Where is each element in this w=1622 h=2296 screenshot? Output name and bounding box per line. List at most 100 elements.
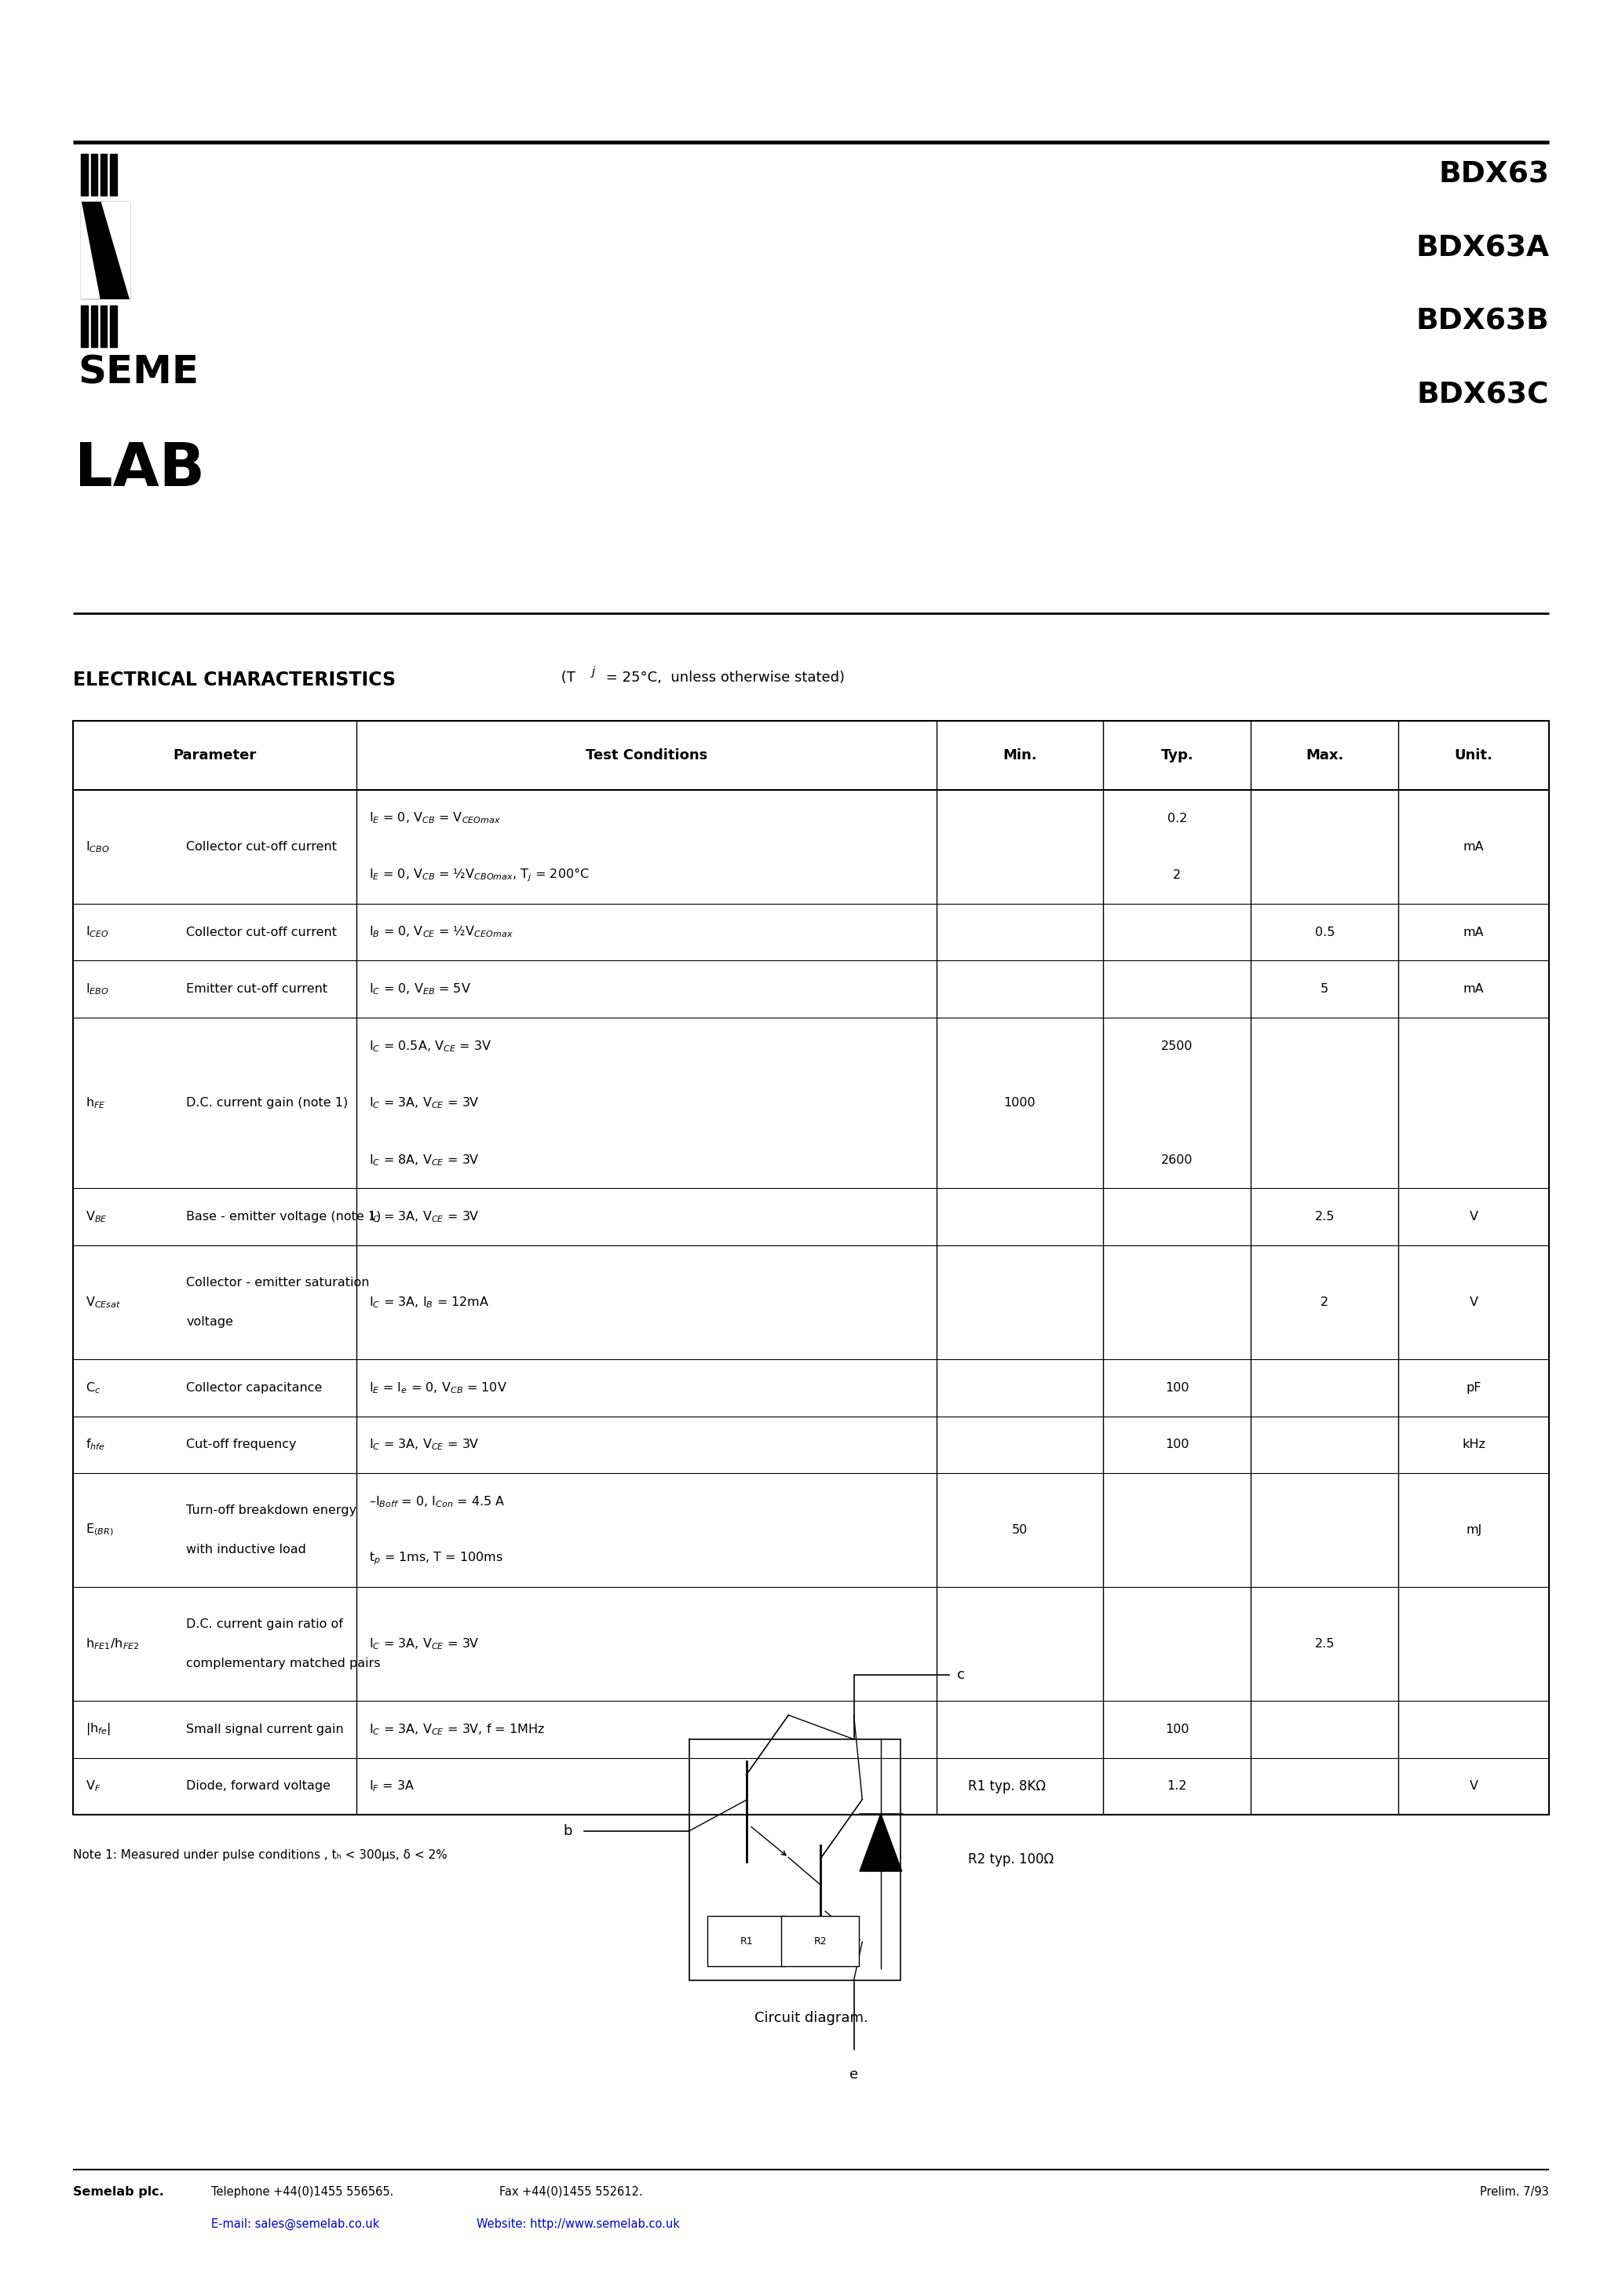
Text: complementary matched pairs: complementary matched pairs xyxy=(187,1658,381,1669)
Text: h$_{FE1}$/h$_{FE2}$: h$_{FE1}$/h$_{FE2}$ xyxy=(86,1637,139,1651)
Text: kHz: kHz xyxy=(1461,1440,1486,1451)
Text: Collector capacitance: Collector capacitance xyxy=(187,1382,323,1394)
Text: R1: R1 xyxy=(740,1936,753,1947)
Text: Typ.: Typ. xyxy=(1161,748,1194,762)
Text: I$_{EBO}$: I$_{EBO}$ xyxy=(86,983,109,996)
Text: Telephone +44(0)1455 556565.: Telephone +44(0)1455 556565. xyxy=(211,2186,393,2197)
Text: D.C. current gain ratio of: D.C. current gain ratio of xyxy=(187,1619,344,1630)
Text: 0.2: 0.2 xyxy=(1168,813,1187,824)
Polygon shape xyxy=(860,1814,902,1871)
Text: R1 typ. 8KΩ: R1 typ. 8KΩ xyxy=(968,1779,1046,1793)
Text: j: j xyxy=(592,666,595,677)
Text: E$_{(BR)}$: E$_{(BR)}$ xyxy=(86,1522,114,1538)
Text: Prelim. 7/93: Prelim. 7/93 xyxy=(1481,2186,1549,2197)
Text: Base - emitter voltage (note 1): Base - emitter voltage (note 1) xyxy=(187,1210,381,1224)
Text: 1000: 1000 xyxy=(1004,1097,1036,1109)
Text: I$_F$ = 3A: I$_F$ = 3A xyxy=(370,1779,415,1793)
Text: SEME: SEME xyxy=(78,354,200,390)
Text: BDX63C: BDX63C xyxy=(1416,381,1549,409)
Text: 100: 100 xyxy=(1165,1724,1189,1736)
Text: Collector cut-off current: Collector cut-off current xyxy=(187,925,337,939)
Text: R2: R2 xyxy=(814,1936,827,1947)
Text: h$_{FE}$: h$_{FE}$ xyxy=(86,1095,105,1111)
Bar xyxy=(81,202,130,298)
Bar xyxy=(101,305,107,347)
Text: I$_{CEO}$: I$_{CEO}$ xyxy=(86,925,110,939)
Bar xyxy=(81,305,88,347)
Text: Test Conditions: Test Conditions xyxy=(586,748,707,762)
Text: Cut-off frequency: Cut-off frequency xyxy=(187,1440,297,1451)
Text: 1.2: 1.2 xyxy=(1168,1779,1187,1793)
Text: t$_p$ = 1ms, T = 100ms: t$_p$ = 1ms, T = 100ms xyxy=(370,1550,503,1566)
Text: Emitter cut-off current: Emitter cut-off current xyxy=(187,983,328,994)
Text: 100: 100 xyxy=(1165,1382,1189,1394)
Text: |h$_{fe}$|: |h$_{fe}$| xyxy=(86,1722,112,1738)
Text: LAB: LAB xyxy=(75,441,204,498)
Text: V$_F$: V$_F$ xyxy=(86,1779,102,1793)
Text: b: b xyxy=(563,1823,573,1837)
Text: Parameter: Parameter xyxy=(174,748,256,762)
Text: 0.5: 0.5 xyxy=(1315,925,1335,939)
Text: Unit.: Unit. xyxy=(1455,748,1492,762)
Bar xyxy=(101,154,107,195)
Text: I$_C$ = 3A, I$_B$ = 12mA: I$_C$ = 3A, I$_B$ = 12mA xyxy=(370,1295,490,1309)
Text: ELECTRICAL CHARACTERISTICS: ELECTRICAL CHARACTERISTICS xyxy=(73,670,396,689)
Text: mA: mA xyxy=(1463,983,1484,994)
Text: Note 1: Measured under pulse conditions , tₕ < 300μs, δ < 2%: Note 1: Measured under pulse conditions … xyxy=(73,1848,448,1862)
Text: I$_C$ = 3A, V$_{CE}$ = 3V: I$_C$ = 3A, V$_{CE}$ = 3V xyxy=(370,1437,480,1451)
Text: 2.5: 2.5 xyxy=(1315,1637,1335,1651)
Text: I$_C$ = 3A, V$_{CE}$ = 3V: I$_C$ = 3A, V$_{CE}$ = 3V xyxy=(370,1637,480,1651)
Bar xyxy=(782,1915,860,1965)
Text: 50: 50 xyxy=(1012,1525,1028,1536)
Text: V: V xyxy=(1470,1210,1478,1224)
Text: C$_c$: C$_c$ xyxy=(86,1380,101,1396)
Text: BDX63A: BDX63A xyxy=(1416,234,1549,262)
Text: (T: (T xyxy=(556,670,576,684)
Bar xyxy=(707,1915,785,1965)
Text: V$_{CEsat}$: V$_{CEsat}$ xyxy=(86,1295,122,1309)
Text: f$_{hfe}$: f$_{hfe}$ xyxy=(86,1437,105,1451)
Text: mA: mA xyxy=(1463,840,1484,852)
Text: Collector - emitter saturation: Collector - emitter saturation xyxy=(187,1277,370,1288)
Text: c: c xyxy=(957,1667,965,1683)
Text: Turn-off breakdown energy: Turn-off breakdown energy xyxy=(187,1504,357,1515)
Text: 2600: 2600 xyxy=(1161,1155,1192,1166)
Text: E-mail: sales@semelab.co.uk: E-mail: sales@semelab.co.uk xyxy=(211,2218,380,2229)
Text: Max.: Max. xyxy=(1306,748,1343,762)
Text: Circuit diagram.: Circuit diagram. xyxy=(754,2011,868,2025)
Text: –I$_{Boff}$ = 0, I$_{Con}$ = 4.5 A: –I$_{Boff}$ = 0, I$_{Con}$ = 4.5 A xyxy=(370,1495,506,1508)
Text: V: V xyxy=(1470,1297,1478,1309)
Bar xyxy=(110,305,117,347)
Text: I$_E$ = 0, V$_{CB}$ = ½V$_{CBOmax}$, T$_j$ = 200°C: I$_E$ = 0, V$_{CB}$ = ½V$_{CBOmax}$, T$_… xyxy=(370,868,590,884)
Text: Semelab plc.: Semelab plc. xyxy=(73,2186,164,2197)
Text: 2500: 2500 xyxy=(1161,1040,1192,1052)
Text: I$_{CBO}$: I$_{CBO}$ xyxy=(86,840,110,854)
Text: V$_{BE}$: V$_{BE}$ xyxy=(86,1210,107,1224)
Text: pF: pF xyxy=(1466,1382,1481,1394)
Text: 2: 2 xyxy=(1173,870,1181,882)
Text: I$_C$ = 3A, V$_{CE}$ = 3V: I$_C$ = 3A, V$_{CE}$ = 3V xyxy=(370,1095,480,1111)
Text: voltage: voltage xyxy=(187,1316,234,1327)
Text: I$_C$ = 0, V$_{EB}$ = 5V: I$_C$ = 0, V$_{EB}$ = 5V xyxy=(370,983,472,996)
Text: I$_C$ = 3A, V$_{CE}$ = 3V: I$_C$ = 3A, V$_{CE}$ = 3V xyxy=(370,1210,480,1224)
Text: V: V xyxy=(1470,1779,1478,1793)
Text: Min.: Min. xyxy=(1002,748,1036,762)
Text: I$_E$ = 0, V$_{CB}$ = V$_{CEOmax}$: I$_E$ = 0, V$_{CB}$ = V$_{CEOmax}$ xyxy=(370,810,501,827)
Text: BDX63B: BDX63B xyxy=(1416,308,1549,335)
Text: mA: mA xyxy=(1463,925,1484,939)
Text: = 25°C,  unless otherwise stated): = 25°C, unless otherwise stated) xyxy=(602,670,845,684)
Text: Small signal current gain: Small signal current gain xyxy=(187,1724,344,1736)
Text: I$_B$ = 0, V$_{CE}$ = ½V$_{CEOmax}$: I$_B$ = 0, V$_{CE}$ = ½V$_{CEOmax}$ xyxy=(370,925,514,939)
Polygon shape xyxy=(102,202,130,298)
Bar xyxy=(91,154,97,195)
Text: Website: http://www.semelab.co.uk: Website: http://www.semelab.co.uk xyxy=(477,2218,680,2229)
Text: R2 typ. 100Ω: R2 typ. 100Ω xyxy=(968,1853,1054,1867)
Text: Diode, forward voltage: Diode, forward voltage xyxy=(187,1779,331,1793)
Text: 2.5: 2.5 xyxy=(1315,1210,1335,1224)
Text: I$_C$ = 0.5A, V$_{CE}$ = 3V: I$_C$ = 0.5A, V$_{CE}$ = 3V xyxy=(370,1038,491,1054)
Text: I$_E$ = I$_e$ = 0, V$_{CB}$ = 10V: I$_E$ = I$_e$ = 0, V$_{CB}$ = 10V xyxy=(370,1380,508,1396)
Text: mJ: mJ xyxy=(1466,1525,1481,1536)
Polygon shape xyxy=(81,202,99,298)
Text: 5: 5 xyxy=(1320,983,1328,994)
Bar xyxy=(81,154,88,195)
